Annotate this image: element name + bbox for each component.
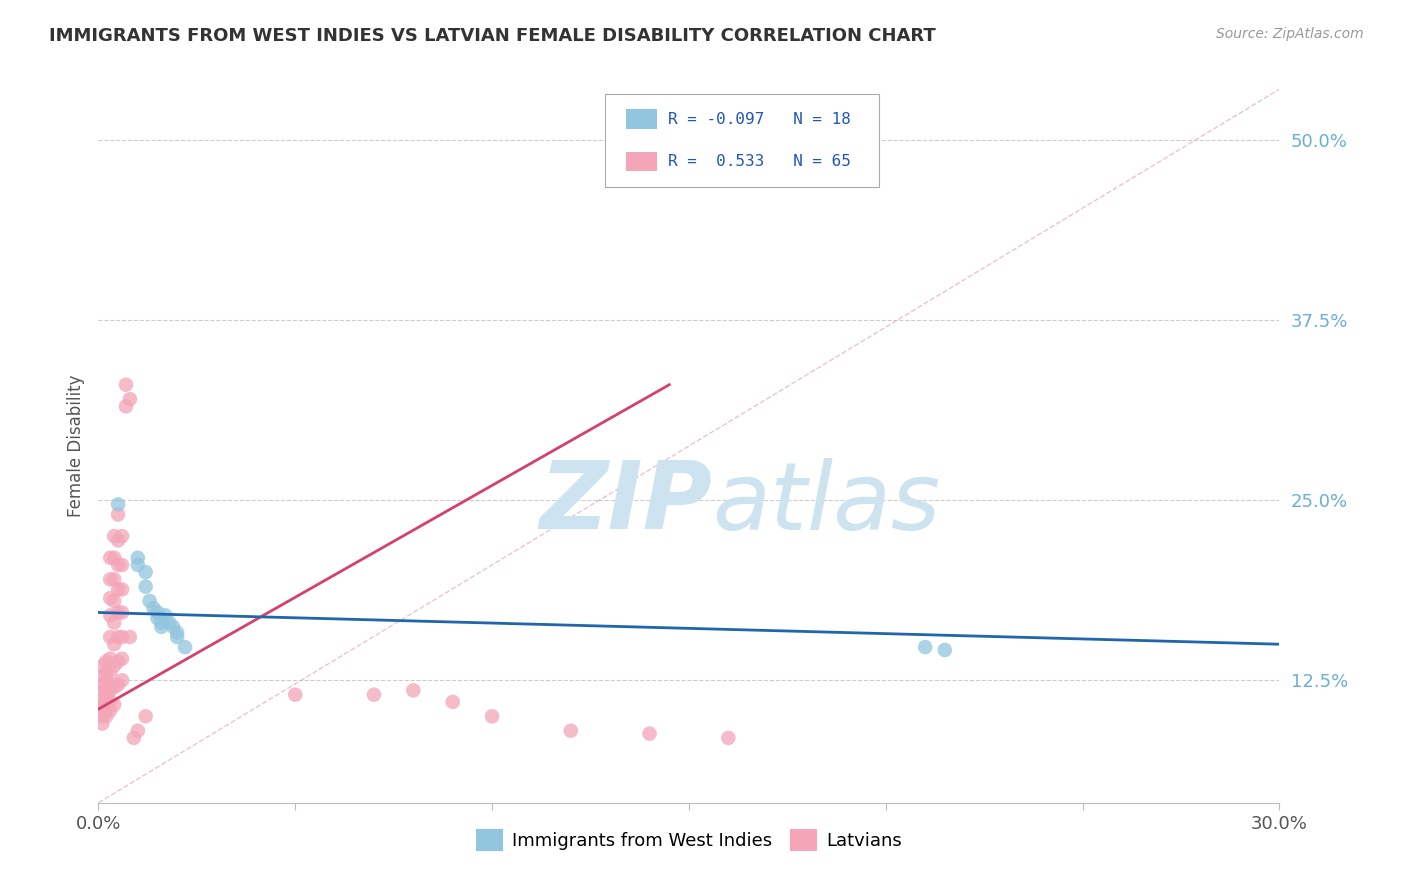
- Point: [96, 673, 118, 688]
- Point: [98, 572, 121, 586]
- Point: [91, 677, 114, 691]
- Point: [103, 681, 125, 695]
- Point: [111, 630, 134, 644]
- Point: [91, 702, 114, 716]
- Point: [402, 683, 425, 698]
- Point: [166, 630, 188, 644]
- Point: [103, 658, 125, 673]
- Point: [284, 688, 307, 702]
- Point: [150, 615, 173, 630]
- Point: [91, 692, 114, 706]
- Point: [91, 698, 114, 712]
- Point: [103, 637, 125, 651]
- Point: [111, 606, 134, 620]
- Point: [96, 666, 118, 681]
- Point: [98, 704, 121, 718]
- Point: [127, 550, 149, 565]
- Point: [103, 615, 125, 630]
- Point: [155, 608, 177, 623]
- Point: [111, 673, 134, 688]
- Point: [162, 620, 184, 634]
- Point: [481, 709, 503, 723]
- Point: [107, 606, 129, 620]
- Point: [107, 582, 129, 597]
- Point: [122, 731, 145, 745]
- Point: [115, 400, 138, 414]
- Text: ZIP: ZIP: [540, 457, 713, 549]
- Point: [934, 643, 956, 657]
- Point: [98, 666, 121, 681]
- Point: [107, 533, 129, 548]
- Point: [441, 695, 464, 709]
- Point: [118, 630, 141, 644]
- Point: [127, 558, 149, 572]
- Point: [174, 640, 197, 654]
- Point: [96, 695, 118, 709]
- Point: [91, 709, 114, 723]
- Point: [103, 698, 125, 712]
- Point: [363, 688, 385, 702]
- Point: [157, 615, 180, 630]
- Point: [107, 677, 129, 691]
- Point: [135, 565, 157, 579]
- Point: [96, 681, 118, 695]
- Legend: Immigrants from West Indies, Latvians: Immigrants from West Indies, Latvians: [468, 822, 910, 858]
- Point: [560, 723, 582, 738]
- Text: Source: ZipAtlas.com: Source: ZipAtlas.com: [1216, 27, 1364, 41]
- Point: [717, 731, 740, 745]
- Point: [96, 688, 118, 702]
- Text: R =  0.533   N = 65: R = 0.533 N = 65: [668, 154, 851, 169]
- Point: [135, 580, 157, 594]
- Point: [135, 709, 157, 723]
- Point: [150, 620, 173, 634]
- Point: [111, 582, 134, 597]
- Point: [914, 640, 936, 654]
- Text: IMMIGRANTS FROM WEST INDIES VS LATVIAN FEMALE DISABILITY CORRELATION CHART: IMMIGRANTS FROM WEST INDIES VS LATVIAN F…: [49, 27, 936, 45]
- Point: [98, 695, 121, 709]
- Point: [98, 608, 121, 623]
- Point: [98, 591, 121, 606]
- Point: [127, 723, 149, 738]
- Point: [96, 709, 118, 723]
- Point: [98, 550, 121, 565]
- Point: [96, 655, 118, 669]
- Point: [107, 655, 129, 669]
- Point: [98, 683, 121, 698]
- Point: [91, 716, 114, 731]
- Point: [98, 630, 121, 644]
- Point: [115, 377, 138, 392]
- Point: [91, 658, 114, 673]
- Point: [98, 651, 121, 665]
- Point: [107, 497, 129, 511]
- Point: [103, 594, 125, 608]
- Point: [638, 726, 661, 740]
- Point: [96, 702, 118, 716]
- Point: [107, 558, 129, 572]
- Point: [118, 392, 141, 406]
- Point: [111, 651, 134, 665]
- Text: atlas: atlas: [713, 458, 941, 549]
- Point: [111, 558, 134, 572]
- Point: [91, 669, 114, 683]
- Point: [166, 625, 188, 640]
- Y-axis label: Female Disability: Female Disability: [66, 375, 84, 517]
- Point: [138, 594, 160, 608]
- Point: [111, 529, 134, 543]
- Text: R = -0.097   N = 18: R = -0.097 N = 18: [668, 112, 851, 127]
- Point: [103, 572, 125, 586]
- Point: [146, 611, 169, 625]
- Point: [103, 550, 125, 565]
- Point: [91, 683, 114, 698]
- Point: [142, 601, 165, 615]
- Point: [146, 606, 169, 620]
- Point: [103, 529, 125, 543]
- Point: [107, 508, 129, 522]
- Point: [107, 630, 129, 644]
